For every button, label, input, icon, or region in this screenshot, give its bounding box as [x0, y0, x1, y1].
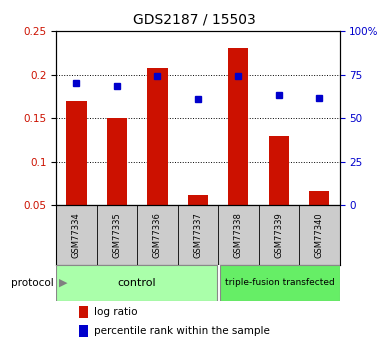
Text: GSM77338: GSM77338 — [234, 213, 243, 258]
Text: triple-fusion transfected: triple-fusion transfected — [225, 278, 334, 287]
Bar — [79, 306, 88, 318]
Bar — [220, 265, 340, 301]
Bar — [56, 265, 217, 301]
Bar — [268, 136, 289, 205]
Text: control: control — [118, 278, 156, 288]
Bar — [147, 68, 168, 205]
Text: percentile rank within the sample: percentile rank within the sample — [95, 326, 270, 336]
Text: GSM77334: GSM77334 — [72, 213, 81, 258]
Bar — [309, 190, 329, 205]
Text: GDS2187 / 15503: GDS2187 / 15503 — [133, 12, 255, 26]
Bar — [188, 195, 208, 205]
Bar — [107, 118, 127, 205]
Bar — [79, 325, 88, 337]
Bar — [66, 101, 87, 205]
Text: GSM77336: GSM77336 — [153, 213, 162, 258]
Text: GSM77335: GSM77335 — [113, 213, 121, 258]
Text: protocol: protocol — [11, 278, 54, 288]
Text: GSM77340: GSM77340 — [315, 213, 324, 258]
Text: GSM77339: GSM77339 — [274, 213, 283, 258]
Text: log ratio: log ratio — [95, 307, 138, 317]
Bar — [228, 49, 248, 205]
Text: GSM77337: GSM77337 — [193, 213, 203, 258]
Text: ▶: ▶ — [59, 278, 68, 288]
